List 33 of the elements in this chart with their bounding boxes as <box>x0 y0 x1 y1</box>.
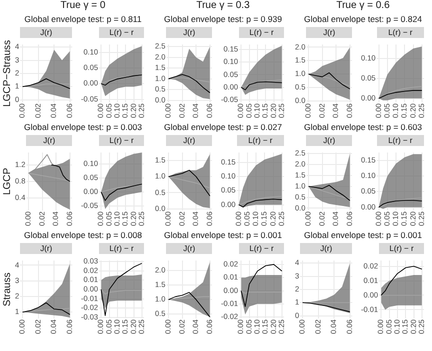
chart-subtitle: Global envelope test: p = 0.027 <box>163 122 283 132</box>
chart-title: J(r) <box>26 135 72 146</box>
text: True γ = 0 <box>60 0 106 11</box>
chart-title: J(r) <box>20 27 72 38</box>
chart-subtitle: Global envelope test: p = 0.003 <box>23 122 143 132</box>
chart-title: L(r) − r <box>379 243 424 254</box>
chart-subtitle: Global envelope test: p = 0.001 <box>303 230 423 240</box>
chart-title: L(r) − r <box>99 135 144 146</box>
chart-subtitle: Global envelope test: p = 0.939 <box>163 14 283 24</box>
text: True γ = 0.6 <box>335 0 391 11</box>
chart-title: L(r) − r <box>99 27 144 38</box>
y-axis-title: LGCP−Strauss <box>2 40 13 107</box>
chart-title: L(r) − r <box>99 243 144 254</box>
chart-title: L(r) − r <box>236 135 284 146</box>
chart-title: L(r) − r <box>376 135 424 146</box>
chart-subtitle: Global envelope test: p = 0.811 <box>23 14 143 24</box>
chart-title: L(r) − r <box>376 27 424 38</box>
chart-subtitle: Global envelope test: p = 0.824 <box>303 14 423 24</box>
chart-title: J(r) <box>166 27 212 38</box>
chart-title: J(r) <box>306 135 352 146</box>
y-axis-title: LGCP <box>2 168 13 196</box>
text: True γ = 0.3 <box>195 0 251 11</box>
y-axis-title: Strauss <box>2 272 13 306</box>
chart-title: J(r) <box>306 27 352 38</box>
chart-subtitle: Global envelope test: p = 0.603 <box>303 122 423 132</box>
chart-title: J(r) <box>20 243 72 254</box>
chart-subtitle: Global envelope test: p = 0.001 <box>163 230 283 240</box>
chart-subtitle: Global envelope test: p = 0.008 <box>23 230 143 240</box>
chart-title: L(r) − r <box>239 27 284 38</box>
chart-title: J(r) <box>300 243 352 254</box>
chart-title: J(r) <box>166 135 212 146</box>
chart-title: J(r) <box>166 243 212 254</box>
chart-title: L(r) − r <box>239 243 284 254</box>
